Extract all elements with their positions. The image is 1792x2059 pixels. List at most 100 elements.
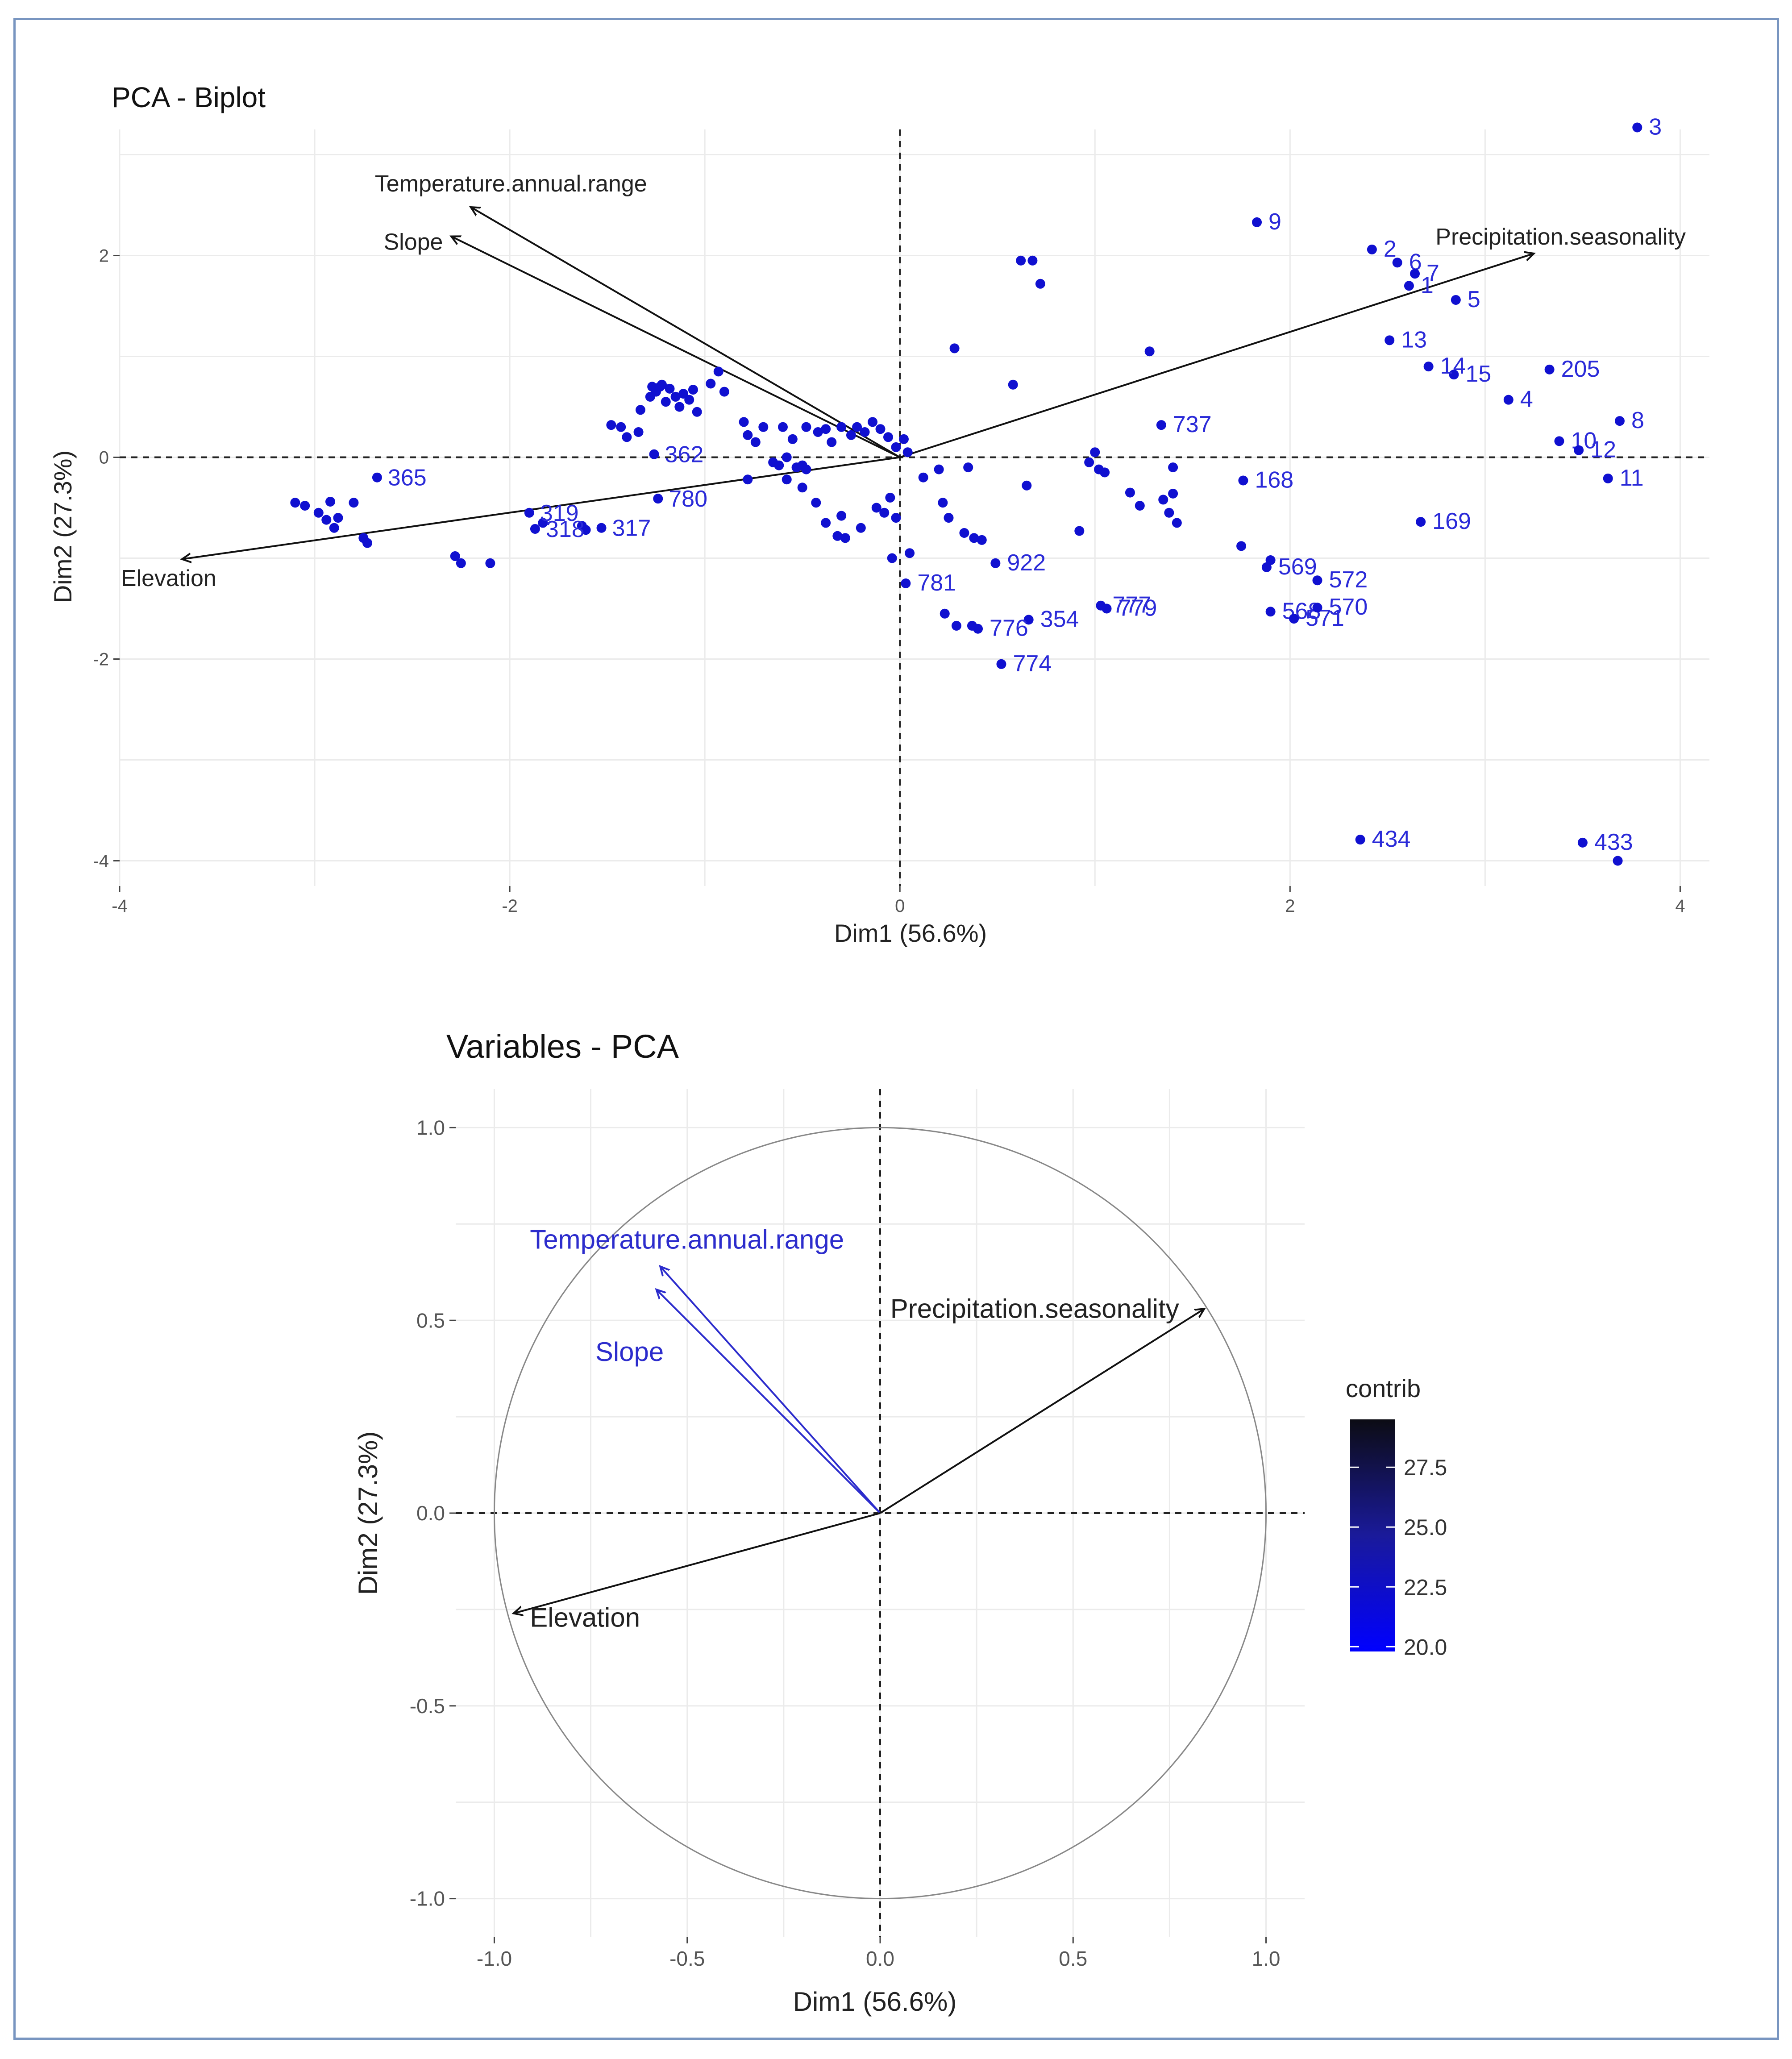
data-point — [1392, 258, 1402, 268]
data-point — [1416, 517, 1426, 527]
variables-title: Variables - PCA — [446, 1028, 679, 1065]
data-point — [885, 492, 895, 503]
data-point — [1125, 487, 1135, 498]
data-point — [821, 518, 831, 528]
data-point — [797, 483, 807, 493]
data-point — [713, 366, 723, 377]
data-point — [1451, 295, 1461, 305]
variables-arrows: Temperature.annual.range Slope Precipitati… — [493, 1127, 1267, 1900]
data-point — [1035, 279, 1045, 289]
y-tick-label: -4 — [93, 852, 109, 871]
data-point — [1168, 462, 1178, 473]
data-point — [692, 407, 702, 417]
point-label: 737 — [1173, 412, 1212, 437]
point-label: 318 — [546, 516, 585, 542]
x-tick-label: 0.0 — [866, 1947, 894, 1970]
data-point — [905, 548, 915, 558]
point-label: 774 — [1013, 651, 1052, 677]
data-point — [1027, 255, 1038, 266]
point-label: 572 — [1329, 567, 1368, 593]
point-label: 12 — [1590, 437, 1616, 463]
data-point — [524, 507, 534, 518]
data-point — [1632, 122, 1642, 133]
data-point — [670, 391, 681, 402]
point-label: 354 — [1040, 606, 1079, 632]
legend-tick-label: 20.0 — [1404, 1635, 1447, 1660]
data-point — [688, 385, 698, 395]
data-point — [891, 513, 901, 523]
data-point — [750, 437, 761, 447]
data-point — [860, 427, 870, 437]
y-tick-label: 0 — [99, 448, 109, 468]
data-point — [977, 535, 987, 545]
data-point — [898, 434, 909, 444]
variable-arrow — [657, 1289, 881, 1514]
x-tick-label: -2 — [502, 896, 518, 916]
biplot-arrow-label: Elevation — [121, 566, 216, 591]
data-point — [1603, 473, 1613, 483]
variable-arrow — [514, 1512, 881, 1614]
point-label: 780 — [669, 486, 707, 512]
data-point — [1544, 364, 1555, 374]
data-point — [1554, 436, 1564, 446]
data-point — [1261, 562, 1272, 572]
point-label: 15 — [1465, 361, 1491, 387]
data-point — [530, 524, 540, 534]
data-point — [329, 523, 339, 533]
contrib-colorbar — [1350, 1419, 1395, 1651]
biplot-y-axis-label: Dim2 (27.3%) — [49, 450, 77, 603]
data-point — [951, 620, 961, 631]
legend-tick-label: 22.5 — [1404, 1575, 1447, 1600]
data-point — [1252, 217, 1262, 227]
data-point — [801, 464, 811, 474]
data-point — [1236, 541, 1247, 551]
data-point — [1023, 615, 1034, 625]
data-point — [1090, 447, 1100, 458]
data-point — [616, 422, 626, 432]
data-point — [622, 432, 632, 442]
data-point — [1312, 575, 1322, 586]
data-point — [633, 427, 644, 437]
biplot-arrow — [471, 207, 901, 458]
point-label: 922 — [1007, 550, 1046, 576]
data-point — [362, 538, 373, 548]
data-point — [1423, 362, 1434, 372]
data-point — [1022, 480, 1032, 491]
data-point — [665, 383, 675, 394]
data-point — [871, 503, 881, 513]
point-label: 4 — [1520, 387, 1533, 412]
data-point — [313, 507, 324, 518]
point-label: 169 — [1432, 508, 1471, 534]
variables-x-axis-label: Dim1 (56.6%) — [793, 1987, 957, 2017]
data-point — [836, 511, 847, 521]
point-label: 11 — [1620, 465, 1644, 491]
data-point — [647, 382, 657, 392]
point-label: 14 — [1440, 353, 1466, 379]
data-point — [782, 452, 792, 462]
biplot-grid — [119, 129, 1709, 886]
variable-arrow-label: Elevation — [530, 1603, 640, 1633]
data-point — [606, 420, 616, 430]
data-point — [852, 422, 862, 432]
data-point — [969, 533, 979, 543]
point-label: 433 — [1594, 829, 1633, 855]
data-point — [372, 472, 382, 483]
x-tick-label: 0.5 — [1059, 1947, 1087, 1970]
data-point — [875, 424, 886, 434]
data-point — [758, 422, 769, 432]
data-point — [868, 417, 878, 427]
data-point — [1135, 500, 1145, 511]
point-label: 317 — [612, 516, 651, 541]
data-point — [879, 507, 890, 518]
variable-arrow — [879, 1309, 1204, 1514]
data-point — [596, 523, 607, 533]
data-point — [290, 498, 300, 508]
data-point — [678, 389, 689, 399]
data-point — [944, 513, 954, 523]
data-point — [949, 343, 960, 354]
data-point — [674, 402, 685, 412]
data-point — [1367, 244, 1377, 254]
point-label: 319 — [540, 500, 579, 526]
legend-tick-label: 25.0 — [1404, 1515, 1447, 1540]
data-point — [813, 427, 823, 437]
